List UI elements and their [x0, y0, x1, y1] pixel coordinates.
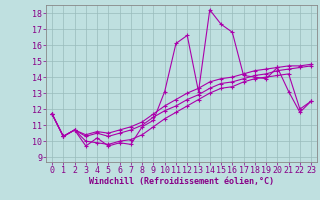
- X-axis label: Windchill (Refroidissement éolien,°C): Windchill (Refroidissement éolien,°C): [89, 177, 274, 186]
